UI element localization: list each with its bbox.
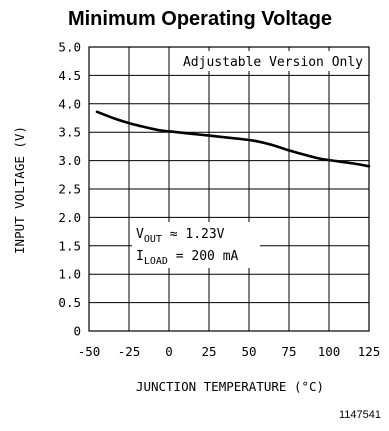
y-tick-label: 2.0 — [58, 210, 81, 225]
y-tick-label: 3.0 — [58, 153, 81, 168]
x-axis-label: JUNCTION TEMPERATURE (°C) — [136, 379, 324, 394]
y-tick-label: 5.0 — [58, 40, 81, 55]
y-tick-label: 4.0 — [58, 96, 81, 111]
y-tick-labels: 0 0.5 1.0 1.5 2.0 2.5 3.0 3.5 4.0 4.5 5.0 — [58, 40, 81, 339]
y-tick-label: 0.5 — [58, 295, 81, 310]
x-tick-labels: -50 -25 0 25 50 75 100 125 — [78, 344, 381, 359]
annotation-bg — [185, 51, 367, 71]
x-tick-label: 0 — [165, 344, 173, 359]
y-tick-label: 2.5 — [58, 182, 81, 197]
annotation-iload: ILOAD = 200 mA — [136, 249, 239, 267]
x-tick-label: -25 — [118, 344, 141, 359]
x-tick-label: 100 — [318, 344, 341, 359]
x-tick-label: 125 — [358, 344, 381, 359]
annotation-version: Adjustable Version Only — [183, 55, 363, 70]
y-tick-label: 4.5 — [58, 68, 81, 83]
x-tick-label: 25 — [201, 344, 216, 359]
x-tick-label: 75 — [281, 344, 296, 359]
y-axis-label: INPUT VOLTAGE (V) — [12, 126, 27, 254]
y-tick-label: 1.5 — [58, 238, 81, 253]
y-tick-label: 0 — [73, 324, 81, 339]
series-line — [95, 110, 371, 168]
y-tick-label: 1.0 — [58, 267, 81, 282]
x-tick-label: -50 — [78, 344, 101, 359]
grid — [89, 47, 369, 331]
x-tick-label: 50 — [241, 344, 256, 359]
plot-frame — [88, 46, 370, 332]
conditions-bg — [132, 222, 260, 268]
figure-code: 1147541 — [339, 409, 381, 421]
y-tick-label: 3.5 — [58, 125, 81, 140]
annotation-vout: VOUT ≈ 1.23V — [136, 227, 225, 245]
chart-title: Minimum Operating Voltage — [68, 8, 332, 30]
